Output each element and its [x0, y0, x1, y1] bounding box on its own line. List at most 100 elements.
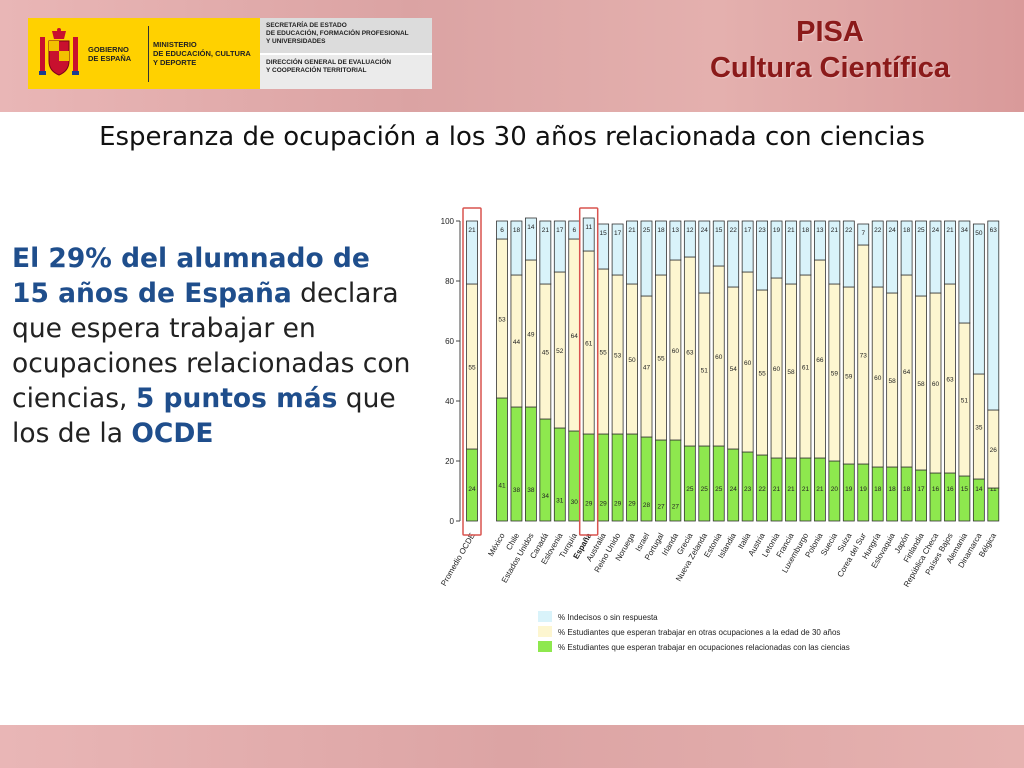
bar-undecided — [871, 220, 884, 288]
data-label-science: 25 — [686, 486, 694, 493]
legend-swatch — [538, 626, 552, 637]
bar-undecided — [727, 220, 740, 288]
data-label-other: 54 — [730, 366, 738, 373]
bar-science — [568, 430, 581, 522]
data-label-other: 52 — [556, 348, 564, 355]
data-label-other: 58 — [917, 381, 925, 388]
summary-highlight-3: OCDE — [131, 418, 214, 449]
legend-swatch — [538, 611, 552, 622]
data-label-undecided: 13 — [672, 227, 680, 234]
bar-science — [871, 466, 884, 522]
data-label-science: 21 — [773, 486, 781, 493]
data-label-other: 55 — [600, 350, 608, 357]
data-label-science: 16 — [946, 486, 954, 493]
y-tick-label: 20 — [445, 457, 454, 466]
data-label-undecided: 18 — [657, 227, 665, 234]
bar-science — [626, 433, 638, 522]
data-label-science: 25 — [715, 486, 723, 493]
data-label-science: 25 — [701, 486, 709, 493]
y-tick-label: 60 — [445, 337, 454, 346]
logo-grey-panel: SECRETARÍA DE ESTADO DE EDUCACIÓN, FORMA… — [260, 18, 432, 89]
legend-label: % Indecisos o sin respuesta — [558, 613, 658, 622]
bar-undecided — [813, 220, 826, 261]
bar-science — [698, 445, 711, 522]
data-label-undecided: 15 — [600, 230, 608, 237]
data-label-science: 29 — [585, 501, 593, 508]
data-label-undecided: 13 — [816, 227, 824, 234]
data-label-other: 44 — [513, 339, 521, 346]
data-label-undecided: 11 — [585, 224, 592, 231]
highlight-box — [578, 207, 599, 536]
data-label-science: 17 — [917, 486, 925, 493]
data-label-other: 59 — [845, 374, 853, 381]
data-label-other: 60 — [932, 381, 940, 388]
data-label-science: 27 — [672, 504, 680, 511]
data-label-undecided: 19 — [773, 227, 781, 234]
y-tick-label: 100 — [441, 217, 455, 226]
bar-science — [712, 445, 725, 522]
data-label-other: 61 — [585, 341, 593, 348]
data-label-science: 34 — [542, 493, 550, 500]
data-label-other: 58 — [889, 378, 897, 385]
bar-undecided — [683, 220, 696, 258]
bar-undecided — [611, 223, 624, 276]
bar-science — [915, 469, 927, 522]
footer-band — [0, 725, 1024, 768]
data-label-undecided: 21 — [946, 227, 954, 234]
data-label-other: 64 — [903, 369, 911, 376]
data-label-other: 63 — [686, 350, 694, 357]
category-label: Promedio OCDE — [439, 532, 477, 588]
legend-label: % Estudiantes que esperan trabajar en ot… — [558, 628, 840, 637]
summary-text: El 29% del alumnado de 15 años de España… — [12, 241, 412, 451]
stacked-bar-chart: 0 20 40 60 80 100 24 55 21 Promedio OCDE 41 53 6 Méxi… — [428, 203, 1018, 673]
data-label-science: 22 — [758, 486, 766, 493]
data-label-other: 50 — [628, 357, 636, 364]
data-label-science: 29 — [628, 501, 636, 508]
bar-undecided — [987, 220, 1000, 411]
summary-highlight-2: 5 puntos más — [135, 383, 338, 414]
bar-science — [900, 466, 913, 522]
data-label-science: 29 — [614, 501, 622, 508]
secretaria-text: SECRETARÍA DE ESTADO DE EDUCACIÓN, FORMA… — [260, 18, 432, 55]
data-label-other: 45 — [542, 350, 550, 357]
bar-undecided — [655, 220, 667, 276]
data-label-undecided: 17 — [614, 230, 622, 237]
data-label-other: 49 — [527, 332, 535, 339]
bar-science — [539, 418, 552, 522]
bar-undecided — [712, 220, 725, 267]
title-line-1: PISA — [796, 16, 864, 48]
gobierno-text: GOBIERNO DE ESPAÑA — [88, 44, 132, 63]
bar-science — [727, 448, 740, 522]
data-label-undecided: 15 — [715, 227, 723, 234]
data-label-science: 41 — [498, 483, 506, 490]
data-label-undecided: 18 — [903, 227, 911, 234]
category-label: México — [486, 531, 507, 558]
bar-science — [683, 445, 696, 522]
bar-undecided — [886, 220, 899, 294]
bar-undecided — [640, 220, 653, 297]
data-label-science: 30 — [571, 499, 579, 506]
bar-science — [929, 472, 942, 522]
y-tick-label: 40 — [445, 397, 454, 406]
bar-undecided — [857, 223, 870, 246]
data-label-other: 60 — [874, 375, 882, 382]
data-label-undecided: 7 — [861, 230, 865, 237]
summary-highlight-1: El 29% del alumnado de 15 años de España — [12, 243, 370, 309]
logo-yellow-panel: GOBIERNO DE ESPAÑA MINISTERIO DE EDUCACI… — [28, 18, 260, 89]
bar-undecided — [741, 220, 754, 273]
data-label-undecided: 17 — [744, 227, 752, 234]
data-label-other: 55 — [657, 356, 665, 363]
bar-undecided — [756, 220, 769, 291]
data-label-other: 73 — [860, 353, 868, 360]
coat-of-arms-icon — [39, 27, 79, 76]
data-label-undecided: 21 — [831, 227, 839, 234]
data-label-other: 60 — [715, 354, 723, 361]
data-label-science: 31 — [556, 498, 564, 505]
data-label-undecided: 21 — [542, 227, 550, 234]
bar-science — [553, 427, 566, 522]
data-label-science: 27 — [657, 504, 665, 511]
y-tick-label: 0 — [450, 517, 455, 526]
bar-undecided — [466, 220, 478, 285]
data-label-science: 28 — [643, 502, 651, 509]
data-label-undecided: 50 — [975, 230, 983, 237]
